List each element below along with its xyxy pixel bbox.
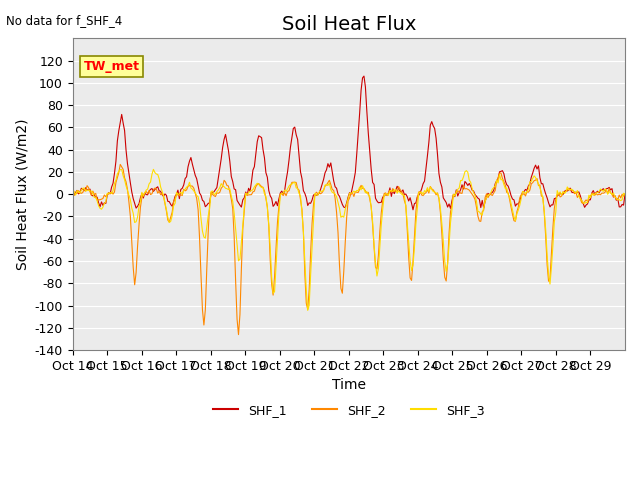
Title: Soil Heat Flux: Soil Heat Flux <box>282 15 416 34</box>
X-axis label: Time: Time <box>332 378 366 392</box>
Legend: SHF_1, SHF_2, SHF_3: SHF_1, SHF_2, SHF_3 <box>209 399 489 422</box>
Y-axis label: Soil Heat Flux (W/m2): Soil Heat Flux (W/m2) <box>15 119 29 270</box>
Text: TW_met: TW_met <box>84 60 140 73</box>
Text: No data for f_SHF_4: No data for f_SHF_4 <box>6 14 123 27</box>
